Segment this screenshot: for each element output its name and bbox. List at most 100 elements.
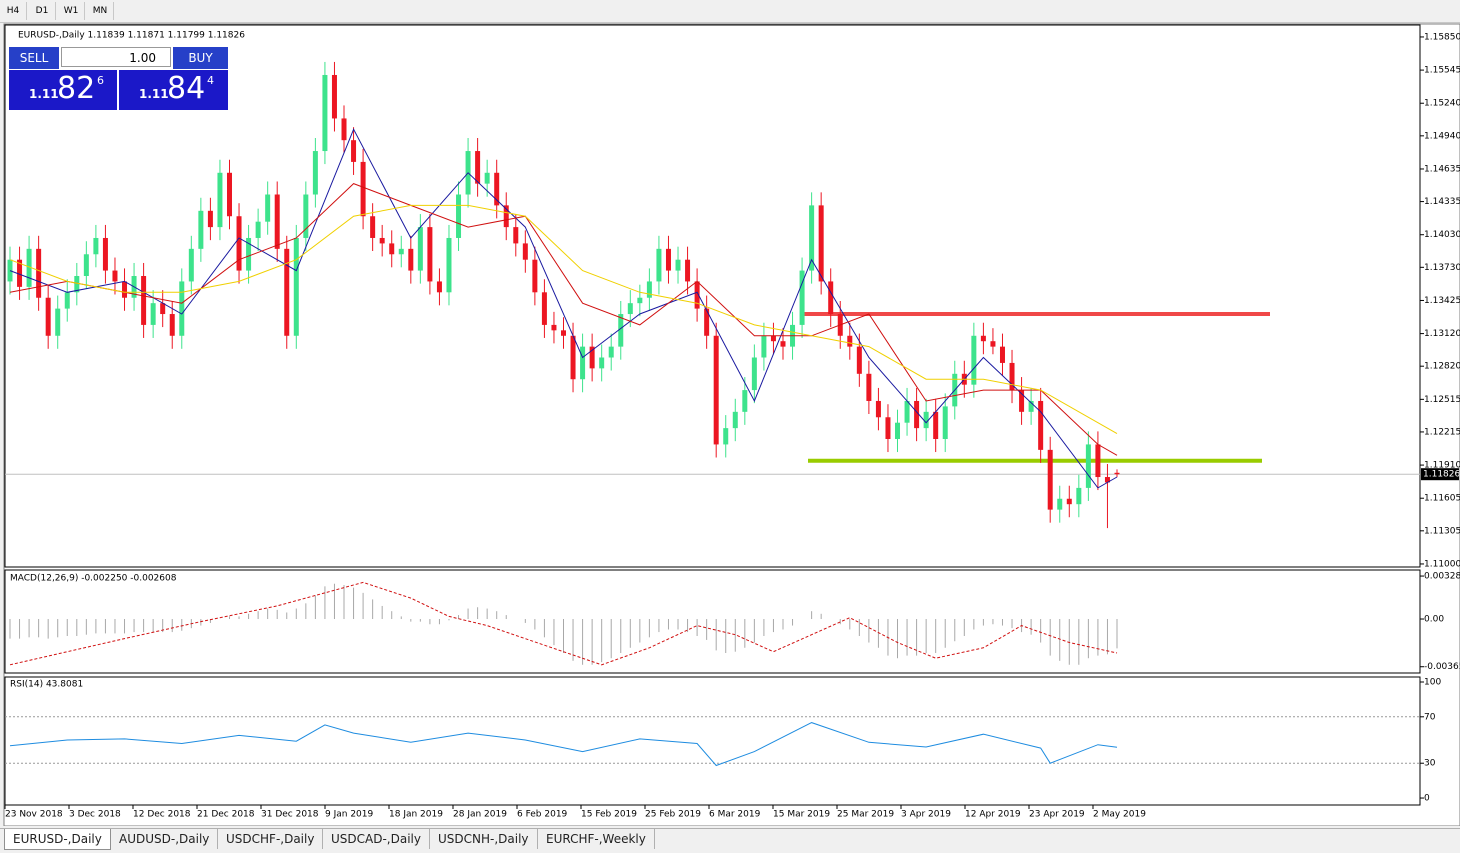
candle-body — [999, 346, 1005, 363]
x-tick-label: 2 May 2019 — [1093, 810, 1146, 820]
candle-body — [207, 210, 213, 228]
y-tick-label: 100 — [1424, 677, 1441, 687]
y-tick-label: 70 — [1424, 712, 1436, 722]
buy-button[interactable]: BUY — [173, 47, 228, 69]
y-tick-label: 0.00 — [1424, 615, 1444, 625]
x-tick-label: 6 Mar 2019 — [709, 810, 761, 820]
candle-body — [293, 237, 299, 336]
price-prefix: 1.11 — [29, 87, 59, 101]
candle-body — [408, 248, 414, 271]
candle-body — [17, 259, 23, 287]
candle-body — [484, 172, 490, 184]
y-tick-label: 1.15850 — [1424, 32, 1460, 42]
candle-body — [1019, 390, 1025, 412]
candle-body — [532, 259, 538, 293]
candle-body — [198, 210, 204, 249]
tf-button[interactable]: D1 — [29, 2, 56, 20]
timeframe-toolbar: H4 D1 W1 MN — [0, 0, 1460, 23]
y-tick-label: 1.13730 — [1424, 263, 1460, 273]
chart-tab[interactable]: EURUSD-,Daily — [4, 829, 111, 850]
buy-price[interactable]: 1.11 84 4 — [119, 70, 228, 110]
candle-body — [1095, 444, 1101, 478]
x-tick-label: 28 Jan 2019 — [453, 810, 507, 820]
candle-body — [627, 303, 633, 315]
candle-body — [570, 335, 576, 380]
sell-button[interactable]: SELL — [9, 47, 59, 69]
candle-body — [494, 172, 500, 206]
candle-body — [389, 243, 395, 255]
y-tick-label: 1.11305 — [1424, 526, 1460, 536]
candle-body — [1028, 400, 1034, 412]
candle-body — [828, 281, 834, 315]
candle-body — [751, 357, 757, 391]
candle-body — [809, 205, 815, 271]
candle-body — [475, 151, 481, 184]
candle-body — [1047, 449, 1053, 510]
candle-body — [541, 292, 547, 325]
panel-frame — [4, 676, 1421, 806]
candle-body — [656, 248, 662, 282]
candle-body — [713, 335, 719, 445]
candle-body — [780, 341, 786, 347]
y-tick-label: 0 — [1424, 794, 1430, 804]
candle-body — [83, 254, 89, 277]
candle-body — [7, 259, 13, 282]
candle-body — [303, 194, 309, 238]
y-tick-label: 1.14030 — [1424, 230, 1460, 240]
x-tick-label: 25 Feb 2019 — [645, 810, 701, 820]
y-tick-label: 1.11605 — [1424, 494, 1460, 504]
candle-body — [761, 335, 767, 358]
y-tick-label: -0.00365 — [1424, 662, 1460, 672]
candle-body — [589, 346, 595, 369]
y-tick-label: 1.14635 — [1424, 164, 1460, 174]
x-tick-label: 25 Mar 2019 — [837, 810, 894, 820]
y-tick-label: 0.003287 — [1424, 572, 1460, 582]
candle-body — [971, 335, 977, 385]
y-tick-label: 1.11910 — [1424, 461, 1460, 471]
candle-body — [93, 237, 99, 255]
chart-tab[interactable]: AUDUSD-,Daily — [111, 829, 219, 849]
candle-body — [179, 281, 185, 336]
candle-body — [427, 227, 433, 282]
tf-button[interactable]: MN — [87, 2, 114, 20]
price-pips: 84 — [167, 71, 206, 106]
candle-body — [217, 172, 223, 228]
tf-button[interactable]: H4 — [0, 2, 27, 20]
lot-input[interactable]: 1.00 — [61, 47, 171, 67]
x-tick-label: 23 Apr 2019 — [1029, 810, 1085, 820]
sell-price[interactable]: 1.11 82 6 — [9, 70, 117, 110]
candle-body — [1057, 498, 1063, 510]
candle-body — [847, 335, 853, 347]
candle-body — [1085, 444, 1091, 488]
y-tick-label: 1.12820 — [1424, 362, 1460, 372]
candle-body — [360, 161, 366, 217]
y-tick-label: 1.12515 — [1424, 395, 1460, 405]
candle-body — [665, 248, 671, 271]
candle-body — [246, 237, 252, 271]
tf-button[interactable]: W1 — [58, 2, 85, 20]
candle-body — [866, 373, 872, 401]
candle-body — [398, 248, 404, 255]
chart-tab[interactable]: EURCHF-,Weekly — [538, 829, 655, 849]
candle-body — [312, 151, 318, 195]
candle-body — [274, 194, 280, 249]
x-tick-label: 15 Mar 2019 — [773, 810, 830, 820]
candle-body — [188, 248, 194, 282]
panel-frame — [4, 569, 1421, 674]
y-tick-label: 1.13425 — [1424, 296, 1460, 306]
x-tick-label: 21 Dec 2018 — [197, 810, 255, 820]
candle-body — [990, 341, 996, 347]
candle-body — [1076, 487, 1082, 505]
chart-tab[interactable]: USDCHF-,Daily — [218, 829, 324, 849]
macd-signal — [9, 581, 1118, 666]
candle-body — [74, 276, 80, 293]
candle-body — [1104, 477, 1110, 483]
chart-tab[interactable]: USDCAD-,Daily — [323, 829, 430, 849]
candle-body — [1114, 472, 1120, 475]
candle-body — [36, 248, 42, 298]
chart-tab[interactable]: USDCNH-,Daily — [430, 829, 538, 849]
one-click-panel: SELL 1.00 BUY 1.11 82 6 1.11 84 4 — [9, 47, 228, 111]
price-prefix: 1.11 — [139, 87, 169, 101]
y-tick-label: 1.13120 — [1424, 329, 1460, 339]
